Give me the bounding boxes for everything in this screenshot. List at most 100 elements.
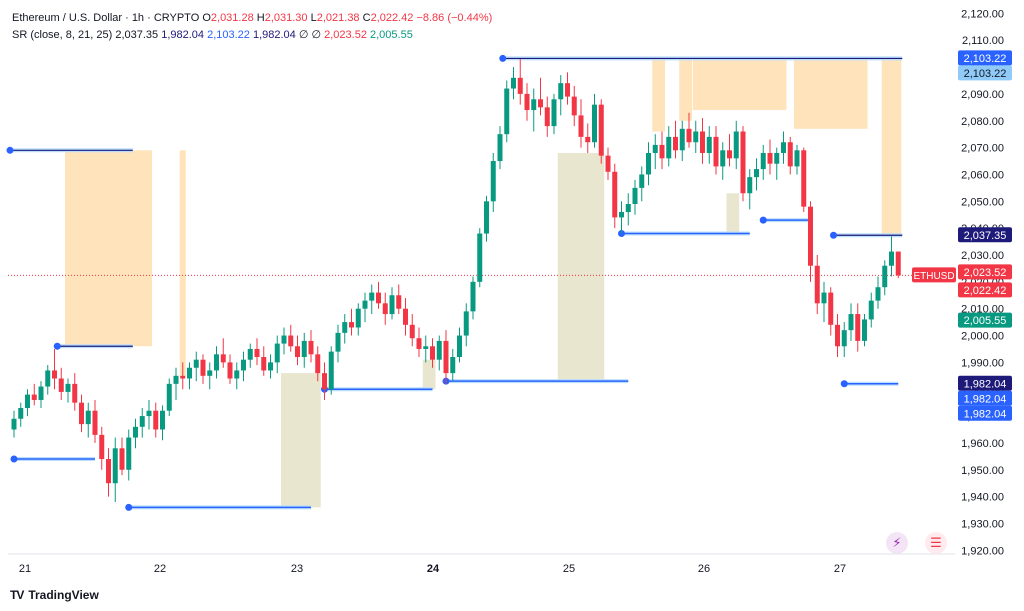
candle-body[interactable] [700,131,705,153]
candle-body[interactable] [31,394,37,400]
candle-body[interactable] [619,212,624,218]
candle-body[interactable] [585,136,591,143]
candle-body[interactable] [85,410,91,425]
indicator-legend[interactable]: SR (close, 8, 21, 25) 2,037.35 1,982.04 … [12,28,413,42]
candle-body[interactable] [322,373,327,390]
candle-body[interactable] [679,128,685,151]
candle-body[interactable] [470,281,476,312]
candle-body[interactable] [268,362,273,371]
candle-body[interactable] [119,448,125,470]
candle-body[interactable] [187,367,192,379]
candle-body[interactable] [612,171,618,218]
candle-body[interactable] [727,150,732,159]
candle-body[interactable] [740,131,746,194]
candle-body[interactable] [153,410,159,430]
candle-body[interactable] [659,144,665,159]
candle-body[interactable] [571,96,577,116]
candle-body[interactable] [868,300,874,320]
candle-body[interactable] [247,348,253,360]
candle-body[interactable] [457,335,462,358]
candle-body[interactable] [396,295,402,309]
candle-body[interactable] [747,177,753,194]
candle-body[interactable] [592,104,597,143]
candle-body[interactable] [281,335,287,344]
candle-body[interactable] [301,340,307,358]
replay-icon[interactable]: ⚡ [886,532,908,554]
candle-body[interactable] [423,346,429,349]
candle-body[interactable] [436,340,442,360]
candle-body[interactable] [808,206,813,266]
candle-body[interactable] [25,394,30,409]
candle-body[interactable] [875,287,881,301]
candle-body[interactable] [706,136,712,153]
candle-body[interactable] [889,251,894,266]
candle-body[interactable] [632,187,638,204]
candle-body[interactable] [430,346,435,360]
candle-body[interactable] [220,354,226,363]
candle-body[interactable] [146,410,152,417]
candle-body[interactable] [173,375,179,384]
candle-body[interactable] [207,370,213,376]
candle-body[interactable] [38,386,44,400]
candle-body[interactable] [227,362,233,379]
candle-body[interactable] [646,152,651,175]
candle-body[interactable] [767,152,773,164]
candle-body[interactable] [274,343,280,363]
candle-body[interactable] [328,351,334,390]
candle-body[interactable] [794,150,800,167]
candle-body[interactable] [139,416,145,427]
candle-body[interactable] [882,265,888,288]
candle-body[interactable] [58,378,64,392]
candle-body[interactable] [835,324,840,347]
candle-body[interactable] [18,408,24,419]
candle-body[interactable] [335,332,341,352]
candle-body[interactable] [180,375,186,379]
candle-body[interactable] [409,324,415,339]
candle-body[interactable] [65,383,71,392]
candle-body[interactable] [639,174,645,188]
candle-body[interactable] [416,338,422,349]
candle-body[interactable] [517,77,523,94]
candle-body[interactable] [801,150,807,207]
candle-body[interactable] [403,308,408,325]
candle-body[interactable] [497,134,503,162]
candle-body[interactable] [524,93,530,111]
symbol-legend[interactable]: Ethereum / U.S. Dollar · 1h · CRYPTO O2,… [12,11,492,25]
indicator-label[interactable]: SR (close, 8, 21, 25) [12,29,113,41]
tradingview-logo[interactable]: TV TradingView [10,588,99,602]
candle-body[interactable] [308,340,314,355]
candle-body[interactable] [254,348,260,358]
candle-body[interactable] [484,201,489,234]
candle-body[interactable] [288,335,294,347]
candle-body[interactable] [625,203,631,213]
candle-body[interactable] [895,251,901,276]
candle-body[interactable] [112,448,118,484]
flag-icon[interactable]: ☰ [925,532,947,554]
candle-body[interactable] [774,152,780,164]
candle-body[interactable] [855,314,861,341]
candle-body[interactable] [713,136,719,167]
candle-body[interactable] [443,340,449,374]
candle-body[interactable] [598,104,604,156]
candle-body[interactable] [72,383,78,403]
candle-body[interactable] [531,99,537,111]
candle-body[interactable] [666,136,672,159]
candle-body[interactable] [551,99,557,127]
candle-body[interactable] [349,322,354,328]
candle-body[interactable] [342,322,348,333]
candle-body[interactable] [693,131,699,143]
candle-body[interactable] [821,292,827,304]
candle-body[interactable] [45,370,51,387]
candle-body[interactable] [754,169,759,178]
candle-body[interactable] [673,136,678,151]
candle-body[interactable] [787,142,793,167]
candle-body[interactable] [382,303,388,315]
candle-body[interactable] [760,152,766,170]
candle-body[interactable] [99,434,105,460]
candle-body[interactable] [52,370,57,379]
candle-body[interactable] [781,142,786,153]
candle-body[interactable] [160,410,165,430]
candle-body[interactable] [511,77,516,89]
candle-body[interactable] [605,155,611,172]
